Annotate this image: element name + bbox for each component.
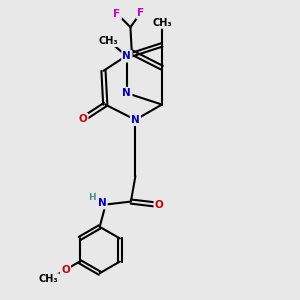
Text: O: O xyxy=(61,265,70,275)
Text: F: F xyxy=(137,8,144,18)
Text: CH₃: CH₃ xyxy=(39,274,58,284)
Text: H: H xyxy=(88,193,96,202)
Text: O: O xyxy=(79,114,87,124)
Text: CH₃: CH₃ xyxy=(152,18,172,28)
Text: F: F xyxy=(113,9,121,19)
Text: CH₃: CH₃ xyxy=(99,36,118,46)
Text: N: N xyxy=(122,51,131,61)
Text: N: N xyxy=(98,198,106,208)
Text: O: O xyxy=(155,200,164,209)
Text: N: N xyxy=(122,88,131,98)
Text: N: N xyxy=(131,115,140,125)
